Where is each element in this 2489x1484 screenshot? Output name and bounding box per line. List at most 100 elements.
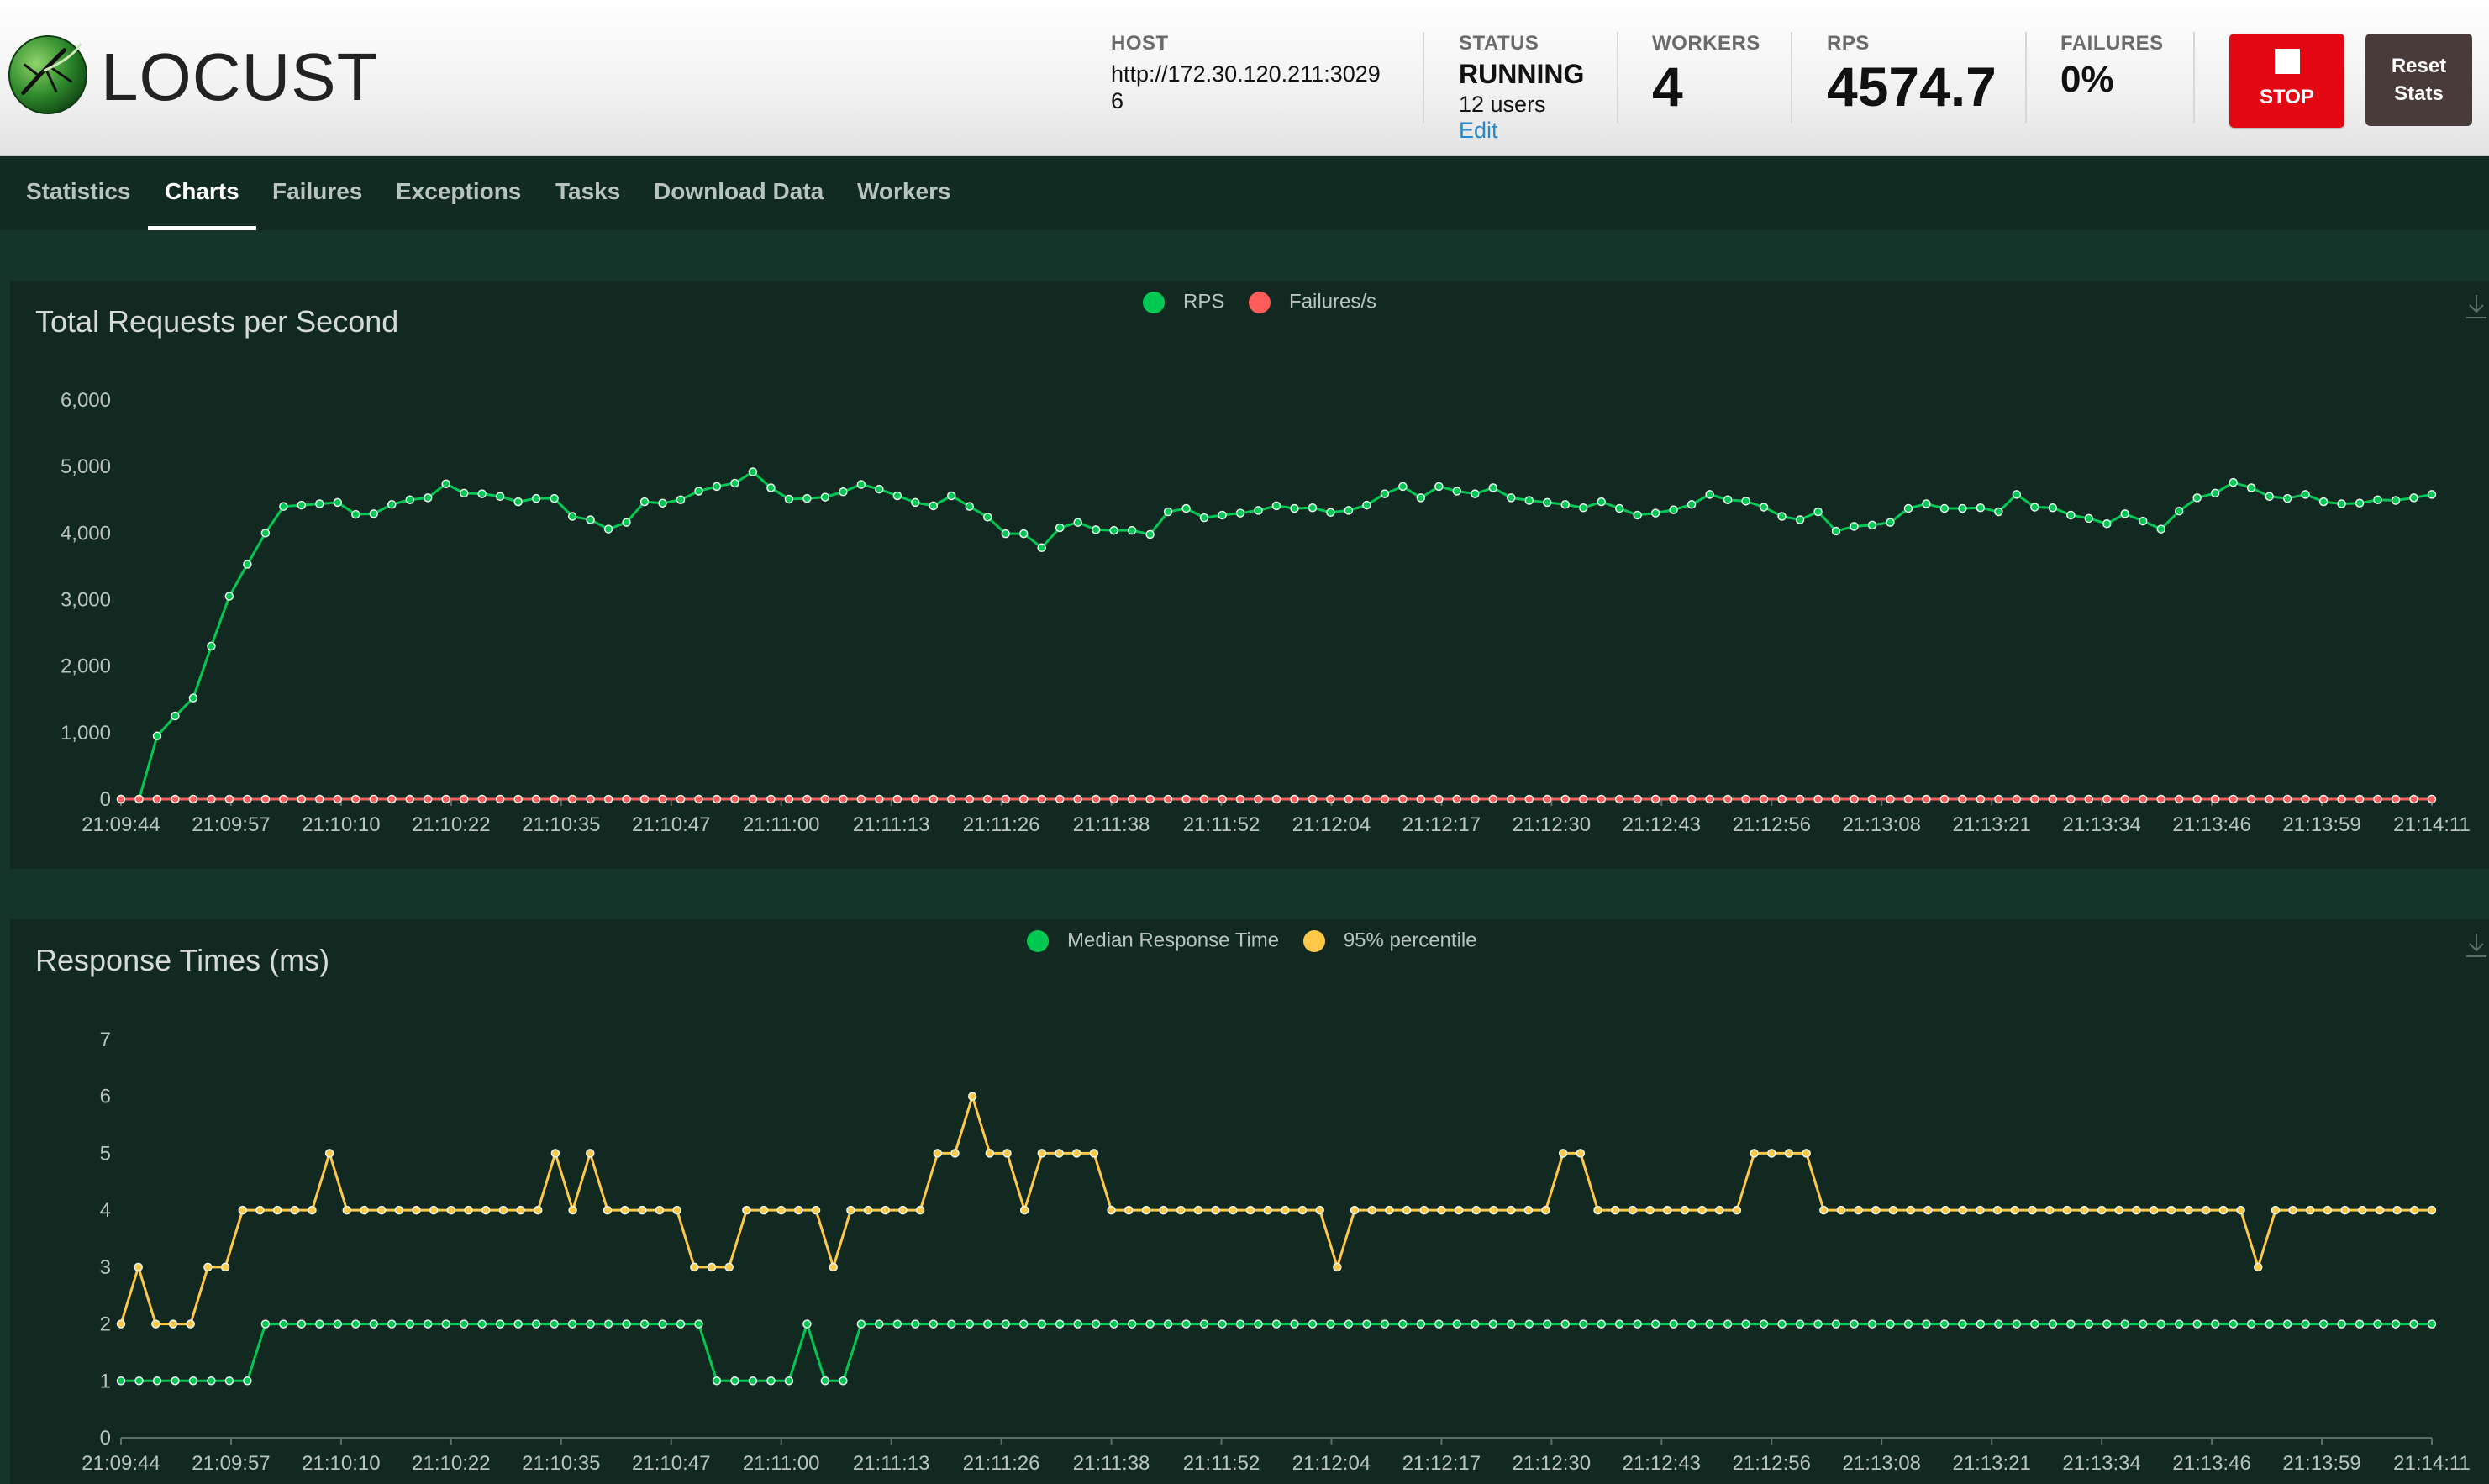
data-point — [1127, 1319, 1137, 1329]
data-point — [802, 1319, 812, 1329]
legend-item-median[interactable]: Median Response Time — [1027, 929, 1279, 953]
data-point — [829, 1262, 838, 1272]
download-chart-icon[interactable] — [2464, 292, 2489, 321]
header-divider — [1791, 32, 1792, 123]
data-point — [1922, 794, 1931, 804]
app-logo-text: LOCUST — [101, 39, 379, 114]
data-point — [1543, 794, 1552, 804]
data-point — [1488, 794, 1498, 804]
data-point — [1819, 1205, 1829, 1215]
data-point — [2210, 794, 2220, 804]
data-point — [863, 1205, 873, 1215]
data-point — [1385, 1205, 1394, 1215]
data-point — [1867, 794, 1877, 804]
data-point — [1650, 1319, 1660, 1329]
x-tick-label: 21:10:22 — [412, 1452, 490, 1475]
tab-statistics[interactable]: Statistics — [26, 178, 131, 204]
tab-exceptions[interactable]: Exceptions — [396, 178, 522, 204]
data-point — [2375, 1205, 2385, 1215]
x-tick-label: 21:14:11 — [2393, 813, 2471, 836]
data-point — [1507, 493, 1516, 503]
data-point — [1802, 1149, 1811, 1158]
data-point — [1886, 518, 1895, 527]
legend-label: Failures/s — [1289, 290, 1377, 313]
data-point — [495, 794, 505, 804]
data-point — [1723, 495, 1733, 504]
data-point — [207, 794, 216, 804]
rps-label: RPS — [1827, 32, 1870, 55]
tab-workers[interactable]: Workers — [857, 178, 951, 204]
data-point — [423, 1319, 433, 1329]
data-point — [2265, 794, 2274, 804]
data-point — [369, 509, 379, 518]
x-tick-label: 21:13:59 — [2282, 1452, 2360, 1475]
legend-dot-icon — [1027, 929, 1049, 952]
data-point — [676, 794, 686, 804]
series-median-response-time — [116, 1319, 2437, 1386]
data-point — [776, 1205, 786, 1215]
data-point — [1091, 525, 1101, 534]
data-point — [915, 1205, 925, 1215]
data-point — [567, 1319, 577, 1329]
data-point — [207, 641, 216, 651]
data-point — [1976, 1319, 1986, 1329]
data-point — [2102, 519, 2112, 529]
host-stat: HOST http://172.30.120.211:30296 — [1111, 32, 1388, 114]
data-point — [1218, 1319, 1227, 1329]
x-tick-label: 21:13:08 — [1843, 1452, 1921, 1475]
stop-button[interactable]: STOP — [2229, 34, 2344, 128]
data-point — [2391, 496, 2401, 505]
data-point — [116, 1376, 126, 1386]
x-tick-label: 21:12:56 — [1733, 1452, 1811, 1475]
data-point — [1437, 1205, 1446, 1215]
legend-item-failures[interactable]: Failures/s — [1249, 290, 1376, 314]
data-point — [2337, 794, 2346, 804]
data-point — [446, 1205, 456, 1215]
data-point — [1633, 510, 1642, 520]
data-point — [2391, 1319, 2401, 1329]
data-point — [1958, 1205, 1967, 1215]
x-tick-label: 21:12:17 — [1402, 813, 1481, 836]
tab-download-data[interactable]: Download Data — [654, 178, 824, 204]
data-point — [324, 1149, 334, 1158]
tab-tasks[interactable]: Tasks — [555, 178, 621, 204]
data-point — [1073, 794, 1082, 804]
data-point — [947, 1319, 956, 1329]
data-point — [1055, 794, 1065, 804]
data-point — [1344, 1319, 1354, 1329]
x-tick-label: 21:13:21 — [1952, 1452, 2030, 1475]
response-time-chart-panel: Response Times (ms) Median Response Time… — [10, 919, 2489, 1484]
data-point — [2253, 1262, 2263, 1272]
data-point — [1071, 1149, 1081, 1158]
data-point — [672, 1205, 681, 1215]
data-point — [315, 794, 324, 804]
data-point — [1831, 526, 1841, 536]
data-point — [134, 1376, 144, 1386]
reset-stats-button[interactable]: Reset Stats — [2365, 34, 2472, 126]
legend-item-rps[interactable]: RPS — [1143, 290, 1224, 314]
data-point — [2012, 794, 2022, 804]
x-tick-label: 21:11:13 — [853, 813, 930, 836]
data-point — [1235, 794, 1245, 804]
data-point — [2358, 1205, 2367, 1215]
data-point — [1235, 508, 1245, 518]
data-point — [297, 794, 307, 804]
data-point — [1362, 1319, 1371, 1329]
legend-item-p95[interactable]: 95% percentile — [1302, 929, 1477, 953]
tab-failures[interactable]: Failures — [272, 178, 363, 204]
download-chart-icon[interactable] — [2464, 931, 2489, 960]
tab-charts[interactable]: Charts — [148, 178, 256, 230]
data-point — [892, 794, 902, 804]
edit-users-link[interactable]: Edit — [1459, 118, 1498, 143]
data-point — [1454, 1205, 1464, 1215]
data-point — [1813, 794, 1823, 804]
workers-label: WORKERS — [1652, 32, 1760, 55]
data-point — [1886, 794, 1895, 804]
legend-label: RPS — [1183, 290, 1225, 313]
data-point — [1181, 1319, 1191, 1329]
y-tick-label: 4,000 — [61, 522, 111, 545]
data-point — [2392, 1205, 2402, 1215]
data-point — [603, 1319, 613, 1329]
y-tick-label: 0 — [100, 788, 111, 811]
x-tick-label: 21:11:00 — [743, 813, 820, 836]
